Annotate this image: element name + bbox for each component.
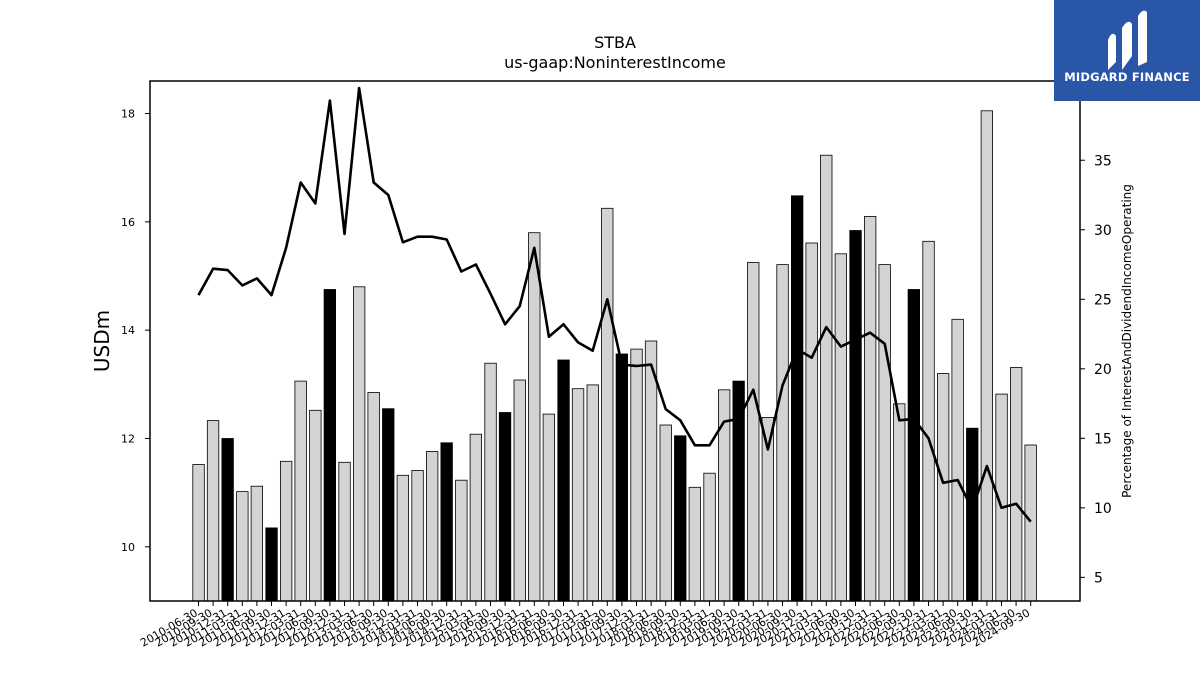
x-axis-ticks: 2010-06-302010-09-302010-12-312011-03-31… (138, 601, 1032, 650)
ratio-line-group (197, 86, 1032, 523)
bar (674, 435, 687, 602)
bar (455, 479, 468, 602)
y-tick-label: 18 (121, 108, 135, 121)
bar (907, 289, 920, 602)
ratio-line (197, 86, 1032, 523)
y-tick-label: 10 (121, 541, 135, 554)
bar (937, 373, 950, 602)
logo-mark-icon (1108, 10, 1147, 70)
bar (864, 215, 877, 602)
brand-logo: MIDGARD FINANCE (1054, 0, 1200, 101)
bar (206, 420, 220, 602)
bar (966, 427, 979, 602)
chart-subtitle: us-gaap:NoninterestIncome (504, 53, 726, 72)
bar (659, 424, 672, 602)
bar (601, 207, 614, 602)
bar (236, 491, 249, 602)
bar (820, 154, 833, 602)
bar (951, 318, 964, 602)
bar (513, 379, 526, 602)
bar (776, 264, 789, 602)
bar (878, 264, 891, 602)
y2-axis-ticks: 5 10 15 20 25 30 35 (1080, 153, 1112, 586)
bar (396, 474, 410, 602)
bar (1024, 444, 1037, 602)
bar (469, 433, 483, 602)
bar (221, 438, 234, 602)
plot-frame (149, 80, 1081, 602)
y2-axis-label: Percentage of InterestAndDividendIncomeO… (1120, 184, 1134, 498)
bar (425, 451, 439, 602)
bar (265, 527, 278, 602)
bar (630, 348, 643, 602)
bar (615, 353, 628, 602)
bar (440, 442, 453, 602)
logo-text: MIDGARD FINANCE (1064, 70, 1190, 84)
bar (279, 460, 293, 602)
bar (980, 110, 993, 602)
bar (338, 461, 351, 602)
bar (1010, 367, 1023, 602)
y-axis-label: USDm (90, 310, 114, 372)
bar (309, 409, 322, 602)
bar (352, 286, 366, 602)
y-tick-label: 14 (121, 324, 135, 337)
y2-tick-label: 5 (1094, 570, 1103, 586)
bar (294, 380, 307, 602)
bar (367, 392, 380, 602)
bar (557, 359, 570, 602)
bar (703, 472, 716, 602)
chart-title: STBA (594, 33, 636, 52)
y-axis-ticks: 10 12 14 16 18 (121, 108, 150, 554)
bar (732, 380, 745, 602)
bar (498, 412, 512, 602)
bar (528, 232, 541, 602)
bar (571, 388, 585, 602)
bar (586, 384, 599, 602)
bar (688, 486, 701, 602)
bar (849, 230, 862, 602)
y-tick-label: 12 (121, 433, 135, 446)
bar (484, 362, 497, 602)
bars-group (192, 110, 1037, 602)
bar (542, 413, 555, 602)
bar (323, 289, 337, 602)
y2-tick-label: 15 (1094, 431, 1112, 447)
bar (922, 240, 935, 602)
y2-tick-label: 10 (1094, 501, 1112, 517)
bar (791, 195, 804, 602)
y2-tick-label: 30 (1094, 223, 1112, 239)
y-tick-label: 16 (121, 216, 135, 229)
y2-tick-label: 35 (1094, 153, 1112, 169)
y2-tick-label: 20 (1094, 362, 1112, 378)
y2-tick-label: 25 (1094, 292, 1112, 308)
bar (893, 403, 906, 602)
bar (382, 408, 395, 602)
bar (250, 485, 264, 602)
bar (411, 470, 424, 602)
bar (805, 242, 818, 602)
bar (834, 253, 847, 602)
bar (192, 464, 205, 602)
bar (747, 262, 760, 602)
